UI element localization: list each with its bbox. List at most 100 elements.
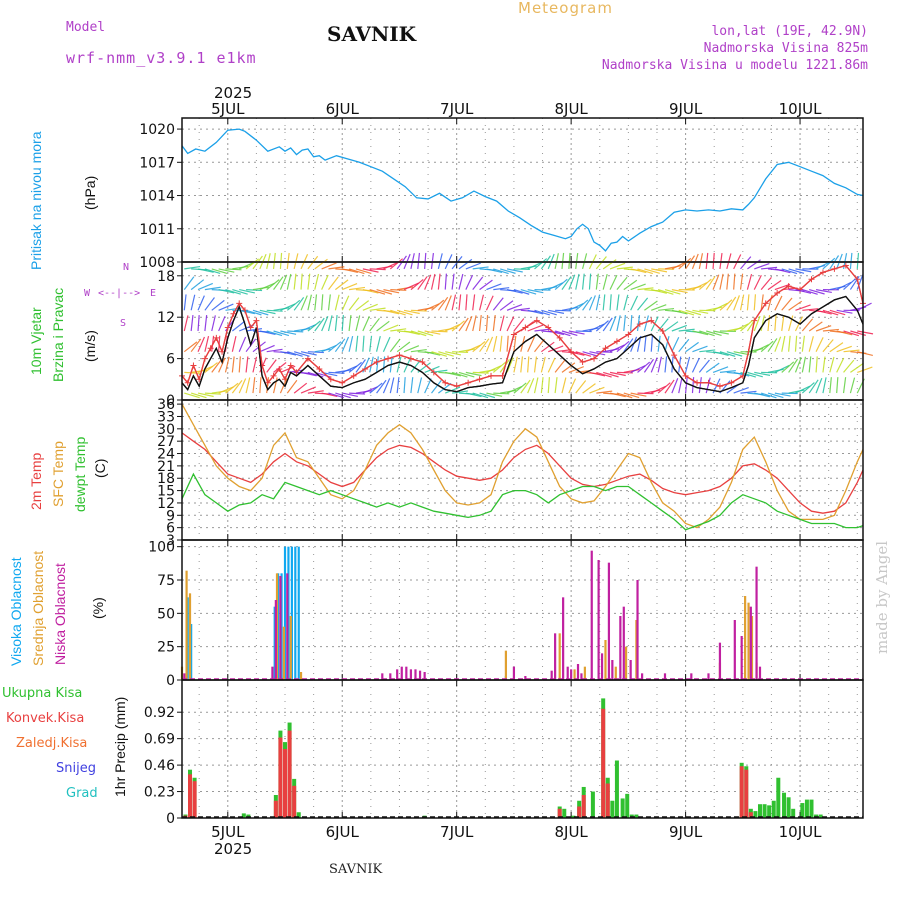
- bar-ukupna-kisa: [786, 797, 791, 818]
- wind-barb: [287, 351, 303, 357]
- wind-barb: [486, 283, 502, 291]
- wind-barb: [815, 337, 824, 352]
- wind-barb: [485, 295, 494, 311]
- wind-barb: [609, 274, 618, 290]
- wind-barb: [362, 289, 379, 294]
- wind-barb: [554, 278, 568, 291]
- series-line-overlay: [181, 264, 864, 387]
- wind-barb: [472, 315, 477, 332]
- y-tick-label: 12: [157, 310, 175, 326]
- wind-barb: [849, 377, 856, 394]
- wind-barb: [781, 335, 786, 352]
- wind-barb: [801, 318, 814, 332]
- wind-barb: [685, 341, 699, 353]
- wind-barb: [383, 289, 400, 294]
- wind-barb: [596, 371, 612, 378]
- wind-barb: [197, 268, 214, 273]
- bar-visoka-oblacnost: [283, 546, 287, 680]
- wind-barb: [691, 357, 700, 373]
- bar-niska-oblacnost: [423, 672, 426, 680]
- wind-barb: [259, 377, 262, 394]
- wind-barb: [774, 336, 782, 352]
- wind-barb: [815, 356, 818, 373]
- wind-barb: [349, 286, 366, 291]
- wind-barb: [843, 330, 860, 337]
- wind-barb: [712, 252, 715, 269]
- wind-barb: [465, 392, 482, 398]
- wind-barb: [685, 309, 702, 316]
- panel-frame: [181, 679, 864, 819]
- bar-ukupna-kisa: [800, 803, 805, 818]
- wind-barb: [561, 330, 578, 337]
- bar-niska-oblacnost: [562, 597, 565, 680]
- wind-barb: [760, 392, 777, 399]
- wind-barb: [183, 341, 198, 353]
- wind-barb: [472, 266, 489, 270]
- bar-ukupna-kisa: [241, 813, 246, 818]
- y-tick-label: 25: [157, 640, 175, 656]
- wind-barb: [740, 256, 752, 270]
- bar-niska-oblacnost: [590, 550, 593, 680]
- wind-barb: [383, 261, 399, 270]
- wind-barb: [527, 309, 544, 315]
- y-tick-label: 50: [157, 606, 175, 622]
- wind-barb: [781, 297, 793, 311]
- bottom-day-label: 8JUL: [554, 823, 588, 841]
- wind-barb: [520, 289, 537, 295]
- wind-barb: [465, 262, 481, 270]
- wind-barb: [753, 315, 761, 332]
- wind-barb: [252, 309, 269, 316]
- wind-barb: [348, 361, 362, 373]
- wind-barb: [492, 335, 498, 352]
- wind-barb: [657, 335, 661, 352]
- top-day-label: 9JUL: [669, 100, 703, 118]
- wind-barb: [382, 336, 391, 352]
- wind-barb: [396, 356, 402, 373]
- y-tick-label: 1017: [139, 155, 175, 171]
- bar-niska-oblacnost: [607, 562, 611, 680]
- wind-barb: [272, 252, 276, 269]
- wind-barb: [266, 279, 280, 291]
- wind-barb: [589, 323, 605, 332]
- wind-barb: [389, 338, 401, 353]
- wind-barb: [568, 378, 577, 394]
- wind-barb: [369, 289, 386, 295]
- wind-barb: [726, 296, 737, 311]
- wind-barb: [314, 258, 328, 270]
- wind-barb: [218, 303, 234, 311]
- wind-barb: [424, 365, 440, 373]
- wind-barb: [314, 317, 325, 332]
- wind-barb: [555, 349, 572, 353]
- wind-barb: [623, 279, 638, 291]
- wind-barb: [266, 330, 283, 337]
- wind-barb: [279, 378, 288, 394]
- wind-barb: [204, 268, 221, 275]
- wind-barb: [527, 261, 543, 270]
- bar-konvek-kisa: [557, 808, 562, 818]
- wind-barb: [506, 289, 523, 294]
- wind-barb: [259, 344, 275, 353]
- wind-barb: [692, 330, 709, 336]
- wind-barb: [465, 371, 482, 377]
- y-tick-label: 12: [157, 496, 175, 512]
- bar-srednja-oblacnost: [299, 672, 303, 680]
- wind-barb: [437, 253, 443, 270]
- coords-label: lon,lat (19E, 42.9N): [711, 24, 868, 39]
- wind-barb: [836, 357, 845, 373]
- wind-barb: [485, 314, 489, 332]
- wind-barb: [362, 268, 379, 273]
- wind-barb: [390, 309, 406, 316]
- wind-barb: [822, 356, 826, 373]
- wind-barb: [328, 341, 342, 353]
- bar-niska-oblacnost: [409, 669, 413, 680]
- wind-barb: [225, 382, 239, 394]
- wind-barb: [561, 362, 576, 373]
- wind-barb: [575, 252, 579, 269]
- wind-barb: [403, 377, 406, 394]
- wind-barb: [561, 276, 572, 290]
- wind-barb: [767, 315, 771, 332]
- wind-barb: [719, 370, 736, 373]
- y-tick-label: 24: [157, 447, 175, 463]
- wind-barb: [712, 302, 728, 311]
- wind-barb: [547, 282, 564, 291]
